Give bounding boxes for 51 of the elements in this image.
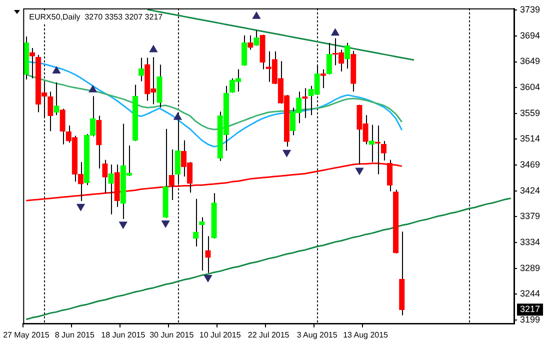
y-tick-label: 3199 bbox=[520, 314, 540, 324]
y-tick-label: 3559 bbox=[520, 108, 540, 118]
candlestick bbox=[60, 108, 66, 145]
y-tick-label: 3424 bbox=[520, 185, 540, 196]
y-tick-label: 3379 bbox=[520, 211, 540, 222]
candlestick bbox=[138, 57, 144, 82]
candlestick bbox=[96, 115, 102, 169]
text: EURX50,Daily 3270 3353 3207 3217 bbox=[29, 12, 164, 22]
y-tick-label: 3694 bbox=[520, 30, 540, 40]
y-tick-label: 3514 bbox=[520, 134, 540, 144]
y-tick-label: 3244 bbox=[520, 288, 540, 299]
point bbox=[331, 28, 340, 36]
y-tick-label: 3649 bbox=[520, 56, 540, 66]
candlestick bbox=[205, 236, 211, 274]
point bbox=[282, 150, 291, 157]
candlestick bbox=[242, 34, 248, 66]
x-tick-label: 27 May 2015 bbox=[3, 330, 50, 340]
x-tick-label: 8 Jun 2015 bbox=[54, 330, 96, 340]
x-tick-label: 13 Aug 2015 bbox=[343, 330, 389, 340]
x-tick-label: 22 Jul 2015 bbox=[248, 330, 290, 340]
point bbox=[149, 45, 158, 52]
candlestick bbox=[368, 124, 374, 163]
y-tick-label: 3334 bbox=[520, 236, 540, 247]
point bbox=[76, 204, 85, 211]
y-tick-label: 3739 bbox=[520, 4, 540, 15]
candlestick bbox=[193, 198, 199, 248]
candlestick bbox=[29, 47, 36, 79]
candlestick bbox=[48, 91, 54, 132]
point bbox=[52, 66, 60, 74]
point bbox=[356, 168, 364, 175]
y-tick-label: 3469 bbox=[520, 160, 540, 170]
point bbox=[252, 12, 260, 19]
candlestick bbox=[326, 42, 332, 75]
x-tick-label: 18 Jun 2015 bbox=[101, 330, 146, 340]
candlestick bbox=[54, 82, 60, 116]
x-tick-label: 10 Jul 2015 bbox=[199, 330, 242, 340]
y-tick-label: 3289 bbox=[520, 262, 540, 273]
candlestick bbox=[344, 42, 350, 70]
candlestick bbox=[199, 216, 205, 272]
point bbox=[174, 112, 182, 120]
point bbox=[204, 275, 212, 282]
point bbox=[162, 220, 170, 228]
candlestick bbox=[380, 140, 387, 161]
point bbox=[88, 85, 97, 92]
annotation: 3217 bbox=[520, 304, 540, 314]
point bbox=[119, 222, 128, 229]
x-tick-label: 30 Jun 2015 bbox=[150, 330, 194, 340]
x-tick-label: 3 Aug 2015 bbox=[296, 330, 338, 340]
candlestick bbox=[108, 164, 114, 215]
y-tick-label: 3604 bbox=[520, 82, 540, 92]
candlestick bbox=[254, 30, 260, 46]
